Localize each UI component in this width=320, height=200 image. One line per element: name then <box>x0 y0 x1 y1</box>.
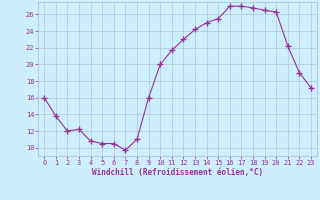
X-axis label: Windchill (Refroidissement éolien,°C): Windchill (Refroidissement éolien,°C) <box>92 168 263 177</box>
